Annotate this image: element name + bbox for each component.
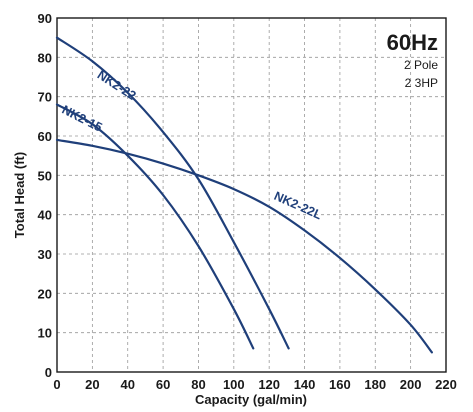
plot-frame [56,17,447,373]
x-tick-label: 180 [364,377,386,392]
y-tick-labels: 0 10 20 30 40 50 60 70 80 90 [38,11,52,380]
x-axis-title: Capacity (gal/min) [195,392,307,407]
x-tick-label: 100 [223,377,245,392]
pump-curves [55,36,433,354]
y-axis-title: Total Head (ft) [12,152,27,238]
x-tick-label: 20 [85,377,99,392]
curve-nk2-22 [55,36,290,350]
x-tick-label: 220 [435,377,457,392]
curve-label-nk2-22l: NK2-22L [272,189,324,223]
x-tick-label: 160 [329,377,351,392]
poles-label: 2 Pole [404,58,438,72]
curve-nk2-22l [55,138,433,354]
x-tick-label: 120 [258,377,280,392]
y-tick-label: 30 [38,247,52,262]
y-tick-label: 90 [38,11,52,26]
x-tick-label: 0 [53,377,60,392]
power-label: 2 3HP [405,76,438,90]
x-tick-labels: 0 20 40 60 80 100 120 140 160 180 200 220 [53,377,456,392]
frequency-label: 60Hz [387,30,438,55]
y-tick-label: 20 [38,286,52,301]
y-tick-label: 60 [38,129,52,144]
y-tick-label: 0 [45,365,52,380]
curve-nk2-15 [55,103,255,350]
y-tick-label: 40 [38,208,52,223]
x-tick-label: 40 [120,377,134,392]
x-tick-label: 80 [191,377,205,392]
grid-lines [57,18,446,372]
curve-label-nk2-22: NK2-22 [95,68,139,103]
x-tick-label: 140 [294,377,316,392]
x-tick-label: 60 [156,377,170,392]
y-tick-label: 70 [38,90,52,105]
y-tick-label: 50 [38,168,52,183]
x-tick-label: 200 [400,377,422,392]
curve-label-nk2-15: NK2-15 [60,103,105,135]
y-tick-label: 80 [38,50,52,65]
y-tick-label: 10 [38,326,52,341]
